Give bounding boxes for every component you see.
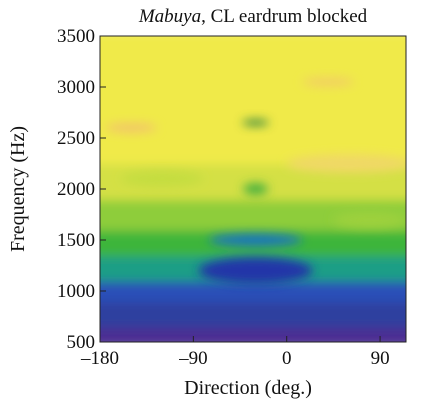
x-axis-label: Direction (deg.) bbox=[184, 377, 312, 399]
chart-title-species: Mabuya bbox=[138, 6, 201, 27]
y-tick-label: 500 bbox=[67, 332, 96, 353]
heatmap-features bbox=[105, 77, 406, 284]
x-tick-label: –90 bbox=[178, 348, 208, 369]
heatmap-feature-1 bbox=[208, 233, 303, 247]
heatmap-band-7 bbox=[100, 36, 406, 165]
x-axis-ticks: –180 –90 0 90 bbox=[80, 336, 390, 369]
x-tick-label: 90 bbox=[371, 348, 390, 369]
y-tick-label: 1500 bbox=[57, 230, 95, 251]
heatmap-feature-2 bbox=[242, 120, 270, 126]
chart-title: Mabuya, CL eardrum blocked bbox=[138, 6, 368, 27]
y-axis-ticks: 500 1000 1500 2000 2500 3000 3500 bbox=[57, 26, 106, 353]
y-tick-label: 3500 bbox=[57, 26, 95, 47]
y-tick-label: 3000 bbox=[57, 77, 95, 98]
heatmap-feature-8 bbox=[333, 211, 406, 228]
heatmap-feature-5 bbox=[302, 77, 355, 86]
heatmap-feature-4 bbox=[105, 123, 158, 133]
x-tick-label: –180 bbox=[80, 348, 119, 369]
heatmap-feature-3 bbox=[243, 183, 269, 195]
heatmap-feature-7 bbox=[120, 171, 204, 187]
y-tick-label: 2500 bbox=[57, 128, 95, 149]
y-tick-label: 2000 bbox=[57, 179, 95, 200]
heatmap-feature-6 bbox=[286, 154, 406, 173]
plot-area bbox=[100, 36, 406, 342]
x-tick-label: 0 bbox=[282, 348, 292, 369]
chart-title-condition: , CL eardrum blocked bbox=[201, 6, 368, 27]
y-tick-label: 1000 bbox=[57, 281, 95, 302]
heatmap-feature-0 bbox=[198, 257, 313, 284]
y-axis-label: Frequency (Hz) bbox=[7, 126, 29, 252]
